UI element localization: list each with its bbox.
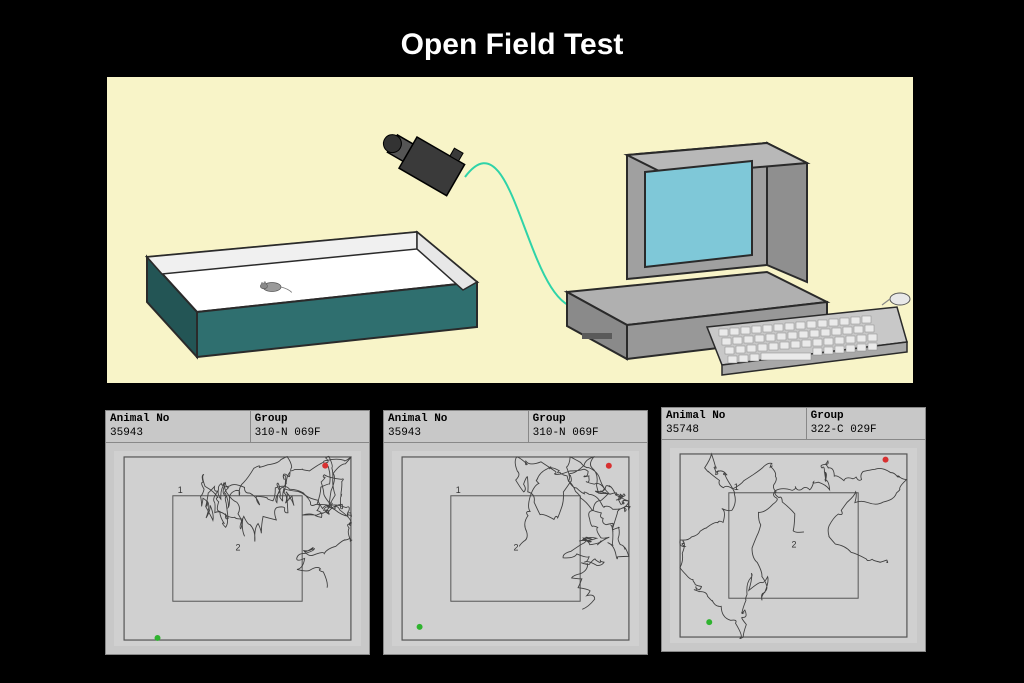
animal-no-cell: Animal No35943 — [384, 411, 529, 442]
zone-label-1: 1 — [456, 485, 461, 495]
group-value: 310-N 069F — [255, 427, 365, 440]
start-marker-icon — [155, 635, 161, 641]
tracking-panel: Animal No35943Group310-N 069F12 — [105, 410, 370, 655]
tracking-arena: 12 — [114, 451, 361, 646]
monitor-icon — [627, 143, 807, 282]
animal-no-value: 35943 — [388, 427, 524, 440]
animal-no-value: 35748 — [666, 424, 802, 437]
cable-icon — [465, 163, 587, 308]
movement-trace — [515, 457, 630, 609]
animal-no-label: Animal No — [388, 413, 524, 426]
animal-no-value: 35943 — [110, 427, 246, 440]
group-label: Group — [255, 413, 365, 426]
group-cell: Group310-N 069F — [529, 411, 647, 442]
zone-label-2: 2 — [514, 542, 519, 552]
group-value: 322-C 029F — [811, 424, 921, 437]
end-marker-icon — [883, 457, 889, 463]
tracking-panel: Animal No35748Group322-C 029F12 — [661, 407, 926, 652]
tracking-arena: 12 — [670, 448, 917, 643]
animal-no-cell: Animal No35748 — [662, 408, 807, 439]
tracking-header: Animal No35748Group322-C 029F — [662, 408, 925, 440]
group-cell: Group322-C 029F — [807, 408, 925, 439]
group-cell: Group310-N 069F — [251, 411, 369, 442]
start-marker-icon — [706, 619, 712, 625]
animal-no-label: Animal No — [666, 410, 802, 423]
open-field-box-icon — [147, 232, 477, 357]
experiment-diagram — [105, 75, 915, 385]
tracking-arena: 12 — [392, 451, 639, 646]
group-label: Group — [811, 410, 921, 423]
camera-icon — [376, 116, 470, 196]
computer-mouse-icon — [882, 293, 910, 305]
movement-trace — [201, 456, 352, 587]
animal-no-cell: Animal No35943 — [106, 411, 251, 442]
tracking-header: Animal No35943Group310-N 069F — [384, 411, 647, 443]
zone-label-2: 2 — [792, 539, 797, 549]
end-marker-icon — [606, 463, 612, 469]
zone-label-1: 1 — [178, 485, 183, 495]
page-title: Open Field Test — [0, 28, 1024, 62]
zone-label-2: 2 — [236, 542, 241, 552]
end-marker-icon — [322, 463, 328, 469]
tracking-panel: Animal No35943Group310-N 069F12 — [383, 410, 648, 655]
animal-no-label: Animal No — [110, 413, 246, 426]
start-marker-icon — [417, 624, 423, 630]
group-label: Group — [533, 413, 643, 426]
tracking-header: Animal No35943Group310-N 069F — [106, 411, 369, 443]
group-value: 310-N 069F — [533, 427, 643, 440]
